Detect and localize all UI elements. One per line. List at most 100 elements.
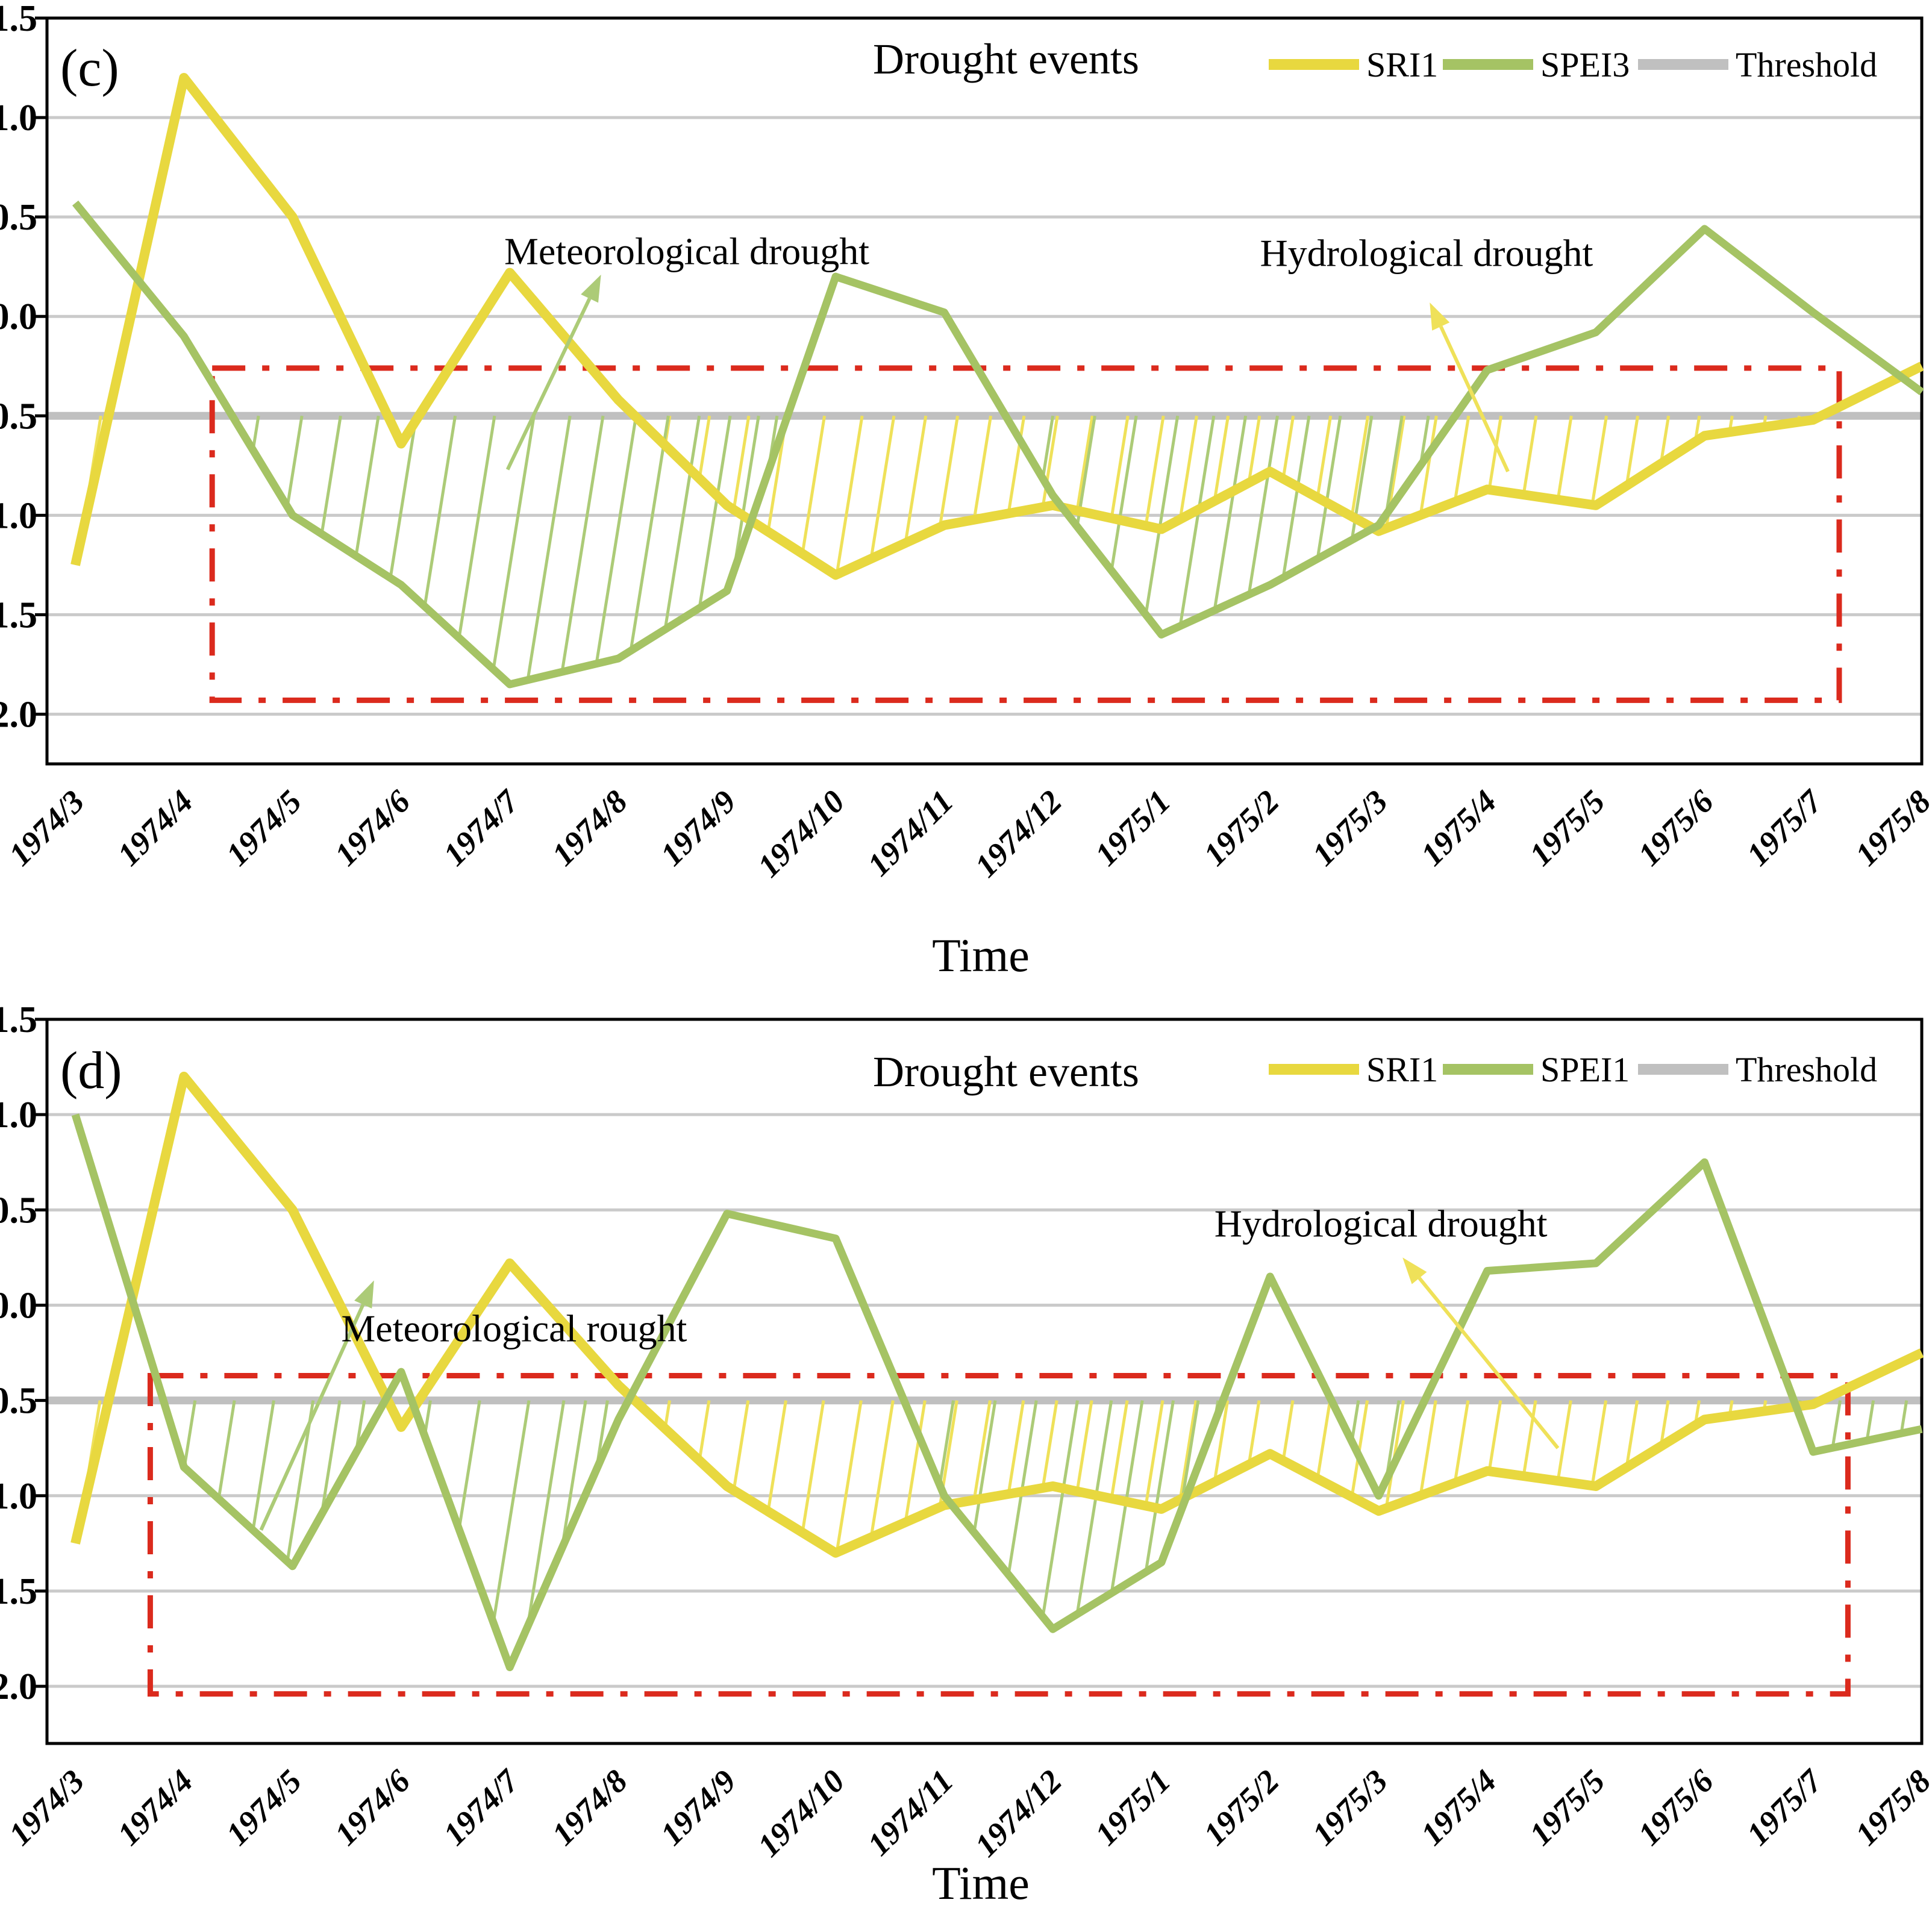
hatch-line bbox=[1590, 1400, 1608, 1486]
y-tick-label: -2.0 bbox=[0, 1666, 37, 1707]
x-tick-label: 1974/6 bbox=[328, 783, 417, 873]
x-tick-label: 1974/4 bbox=[110, 1763, 200, 1853]
legend-label-sri1: SRI1 bbox=[1366, 45, 1438, 84]
annotation-text: Hydrological drought bbox=[1215, 1202, 1548, 1245]
hatch-line bbox=[1007, 415, 1026, 514]
x-axis-title: Time bbox=[932, 929, 1030, 981]
hatch-line bbox=[560, 415, 605, 672]
x-tick-label: 1975/3 bbox=[1305, 1763, 1395, 1853]
x-tick-label: 1975/8 bbox=[1848, 1763, 1932, 1853]
x-tick-label: 1975/5 bbox=[1522, 1763, 1612, 1853]
hatch-line bbox=[629, 415, 670, 651]
x-tick-label: 1975/4 bbox=[1414, 1763, 1504, 1853]
legend-label-sri1: SRI1 bbox=[1366, 1050, 1438, 1089]
hatch-line bbox=[1831, 1400, 1842, 1448]
hatch-line bbox=[1316, 415, 1342, 560]
gridlines bbox=[47, 116, 1922, 716]
hatch-line bbox=[1522, 1400, 1537, 1477]
hatch-line bbox=[1659, 1400, 1670, 1447]
hatch-line bbox=[1110, 415, 1130, 519]
x-tick-label: 1974/10 bbox=[751, 783, 852, 884]
hatch-line bbox=[835, 415, 864, 575]
hatch-line bbox=[1590, 415, 1608, 505]
hatch-line bbox=[1281, 415, 1311, 578]
hatch-line bbox=[1110, 1400, 1129, 1499]
x-tick-label: 1975/8 bbox=[1848, 783, 1932, 873]
x-tick-label: 1974/9 bbox=[654, 783, 743, 873]
hatch-line bbox=[1453, 415, 1471, 502]
annotation-text: Meteorological drought bbox=[504, 230, 869, 272]
hatch-line bbox=[1178, 415, 1198, 520]
hatch-line bbox=[698, 1400, 711, 1461]
series-line-sri1 bbox=[70, 1071, 1924, 1558]
x-tick-label: 1974/5 bbox=[219, 1763, 309, 1853]
hatch-line bbox=[1041, 1400, 1058, 1489]
hatch-line bbox=[1110, 415, 1138, 571]
hatch-line bbox=[1247, 415, 1261, 483]
hatch-line bbox=[1075, 1400, 1093, 1492]
hatch-line bbox=[1419, 415, 1438, 516]
plot-border bbox=[45, 16, 1924, 766]
x-tick-label: 1974/8 bbox=[545, 783, 634, 873]
hatch-line bbox=[183, 1400, 197, 1468]
hatch-line bbox=[1144, 1400, 1175, 1572]
hatch-line bbox=[526, 415, 572, 681]
hatch-line bbox=[423, 415, 457, 607]
y-tick-label: 1.5 bbox=[0, 0, 37, 39]
y-tick-label: -1.5 bbox=[0, 595, 37, 636]
x-tick-label: 1975/1 bbox=[1088, 1763, 1178, 1853]
hatch-line bbox=[1316, 415, 1333, 498]
legend-label-spei3: SPEI3 bbox=[1540, 45, 1630, 84]
hatch-line bbox=[972, 1400, 992, 1501]
hatch-line bbox=[492, 1400, 531, 1623]
x-tick-label: 1974/8 bbox=[545, 1763, 634, 1853]
annotation-1: Hydrological drought bbox=[1215, 1202, 1560, 1449]
y-tick-label: -0.5 bbox=[0, 1381, 37, 1422]
hatch-line bbox=[457, 415, 496, 639]
x-tick-label: 1974/7 bbox=[436, 783, 527, 873]
annotation-text: Meteorological rought bbox=[341, 1307, 687, 1349]
x-tick-label: 1974/9 bbox=[654, 1763, 743, 1853]
hatch-line bbox=[251, 1400, 275, 1531]
hatch-line bbox=[1865, 1400, 1875, 1441]
x-axis-title: Time bbox=[932, 1857, 1030, 1909]
hatch-line bbox=[1144, 1400, 1165, 1506]
annotation-0: Meteorological rought bbox=[259, 1280, 687, 1531]
hatch-line bbox=[1453, 1400, 1470, 1483]
x-tick-label: 1975/7 bbox=[1740, 783, 1830, 873]
hatch-line bbox=[526, 1400, 566, 1627]
hatch-line bbox=[766, 1400, 787, 1512]
hatch-spei3 bbox=[251, 415, 1430, 681]
hatch-line bbox=[1247, 1400, 1261, 1465]
hatch-line bbox=[1247, 415, 1279, 595]
hatch-line bbox=[972, 1400, 997, 1533]
x-tick-label: 1975/5 bbox=[1522, 783, 1612, 873]
hatch-line bbox=[457, 1400, 481, 1530]
y-tick-label: -1.5 bbox=[0, 1571, 37, 1612]
hatch-line bbox=[904, 415, 928, 543]
y-tick-label: 1.0 bbox=[0, 98, 37, 139]
chart-title: Drought events bbox=[873, 1048, 1139, 1096]
legend: SRI1 SPEI1 Threshold bbox=[1269, 1050, 1877, 1089]
hatch-line bbox=[1144, 415, 1165, 527]
x-tick-label: 1975/6 bbox=[1631, 783, 1721, 873]
series-line-sri1 bbox=[70, 73, 1924, 580]
hatch-line bbox=[1625, 1400, 1639, 1468]
x-tick-label: 1974/6 bbox=[328, 1763, 417, 1853]
legend: SRI1 SPEI3 Threshold bbox=[1269, 45, 1877, 84]
x-axis: 1974/3 1974/4 1974/5 1974/6 1974/7 1974/8 1974… bbox=[2, 783, 1932, 884]
x-axis: 1974/3 1974/4 1974/5 1974/6 1974/7 1974/8 1974… bbox=[2, 1762, 1932, 1864]
hatch-line bbox=[732, 1400, 750, 1491]
x-tick-label: 1974/11 bbox=[860, 783, 960, 883]
hatch-line bbox=[1007, 1400, 1025, 1495]
y-tick-label: -2.0 bbox=[0, 694, 37, 735]
hatch-line bbox=[1899, 1400, 1909, 1434]
hatch-line bbox=[869, 1400, 895, 1538]
hatch-sri1 bbox=[80, 415, 1801, 575]
hatch-line bbox=[354, 415, 380, 557]
hatch-line bbox=[320, 415, 342, 534]
hatch-line bbox=[801, 415, 827, 554]
chart-panel-c: 1.5 1.0 0.5 0.0 -0.5 -1.0 -1.5 -2.0 Drought even… bbox=[0, 0, 1932, 981]
hatch-line bbox=[1487, 1400, 1502, 1472]
annotation-text: Hydrological drought bbox=[1260, 232, 1593, 275]
